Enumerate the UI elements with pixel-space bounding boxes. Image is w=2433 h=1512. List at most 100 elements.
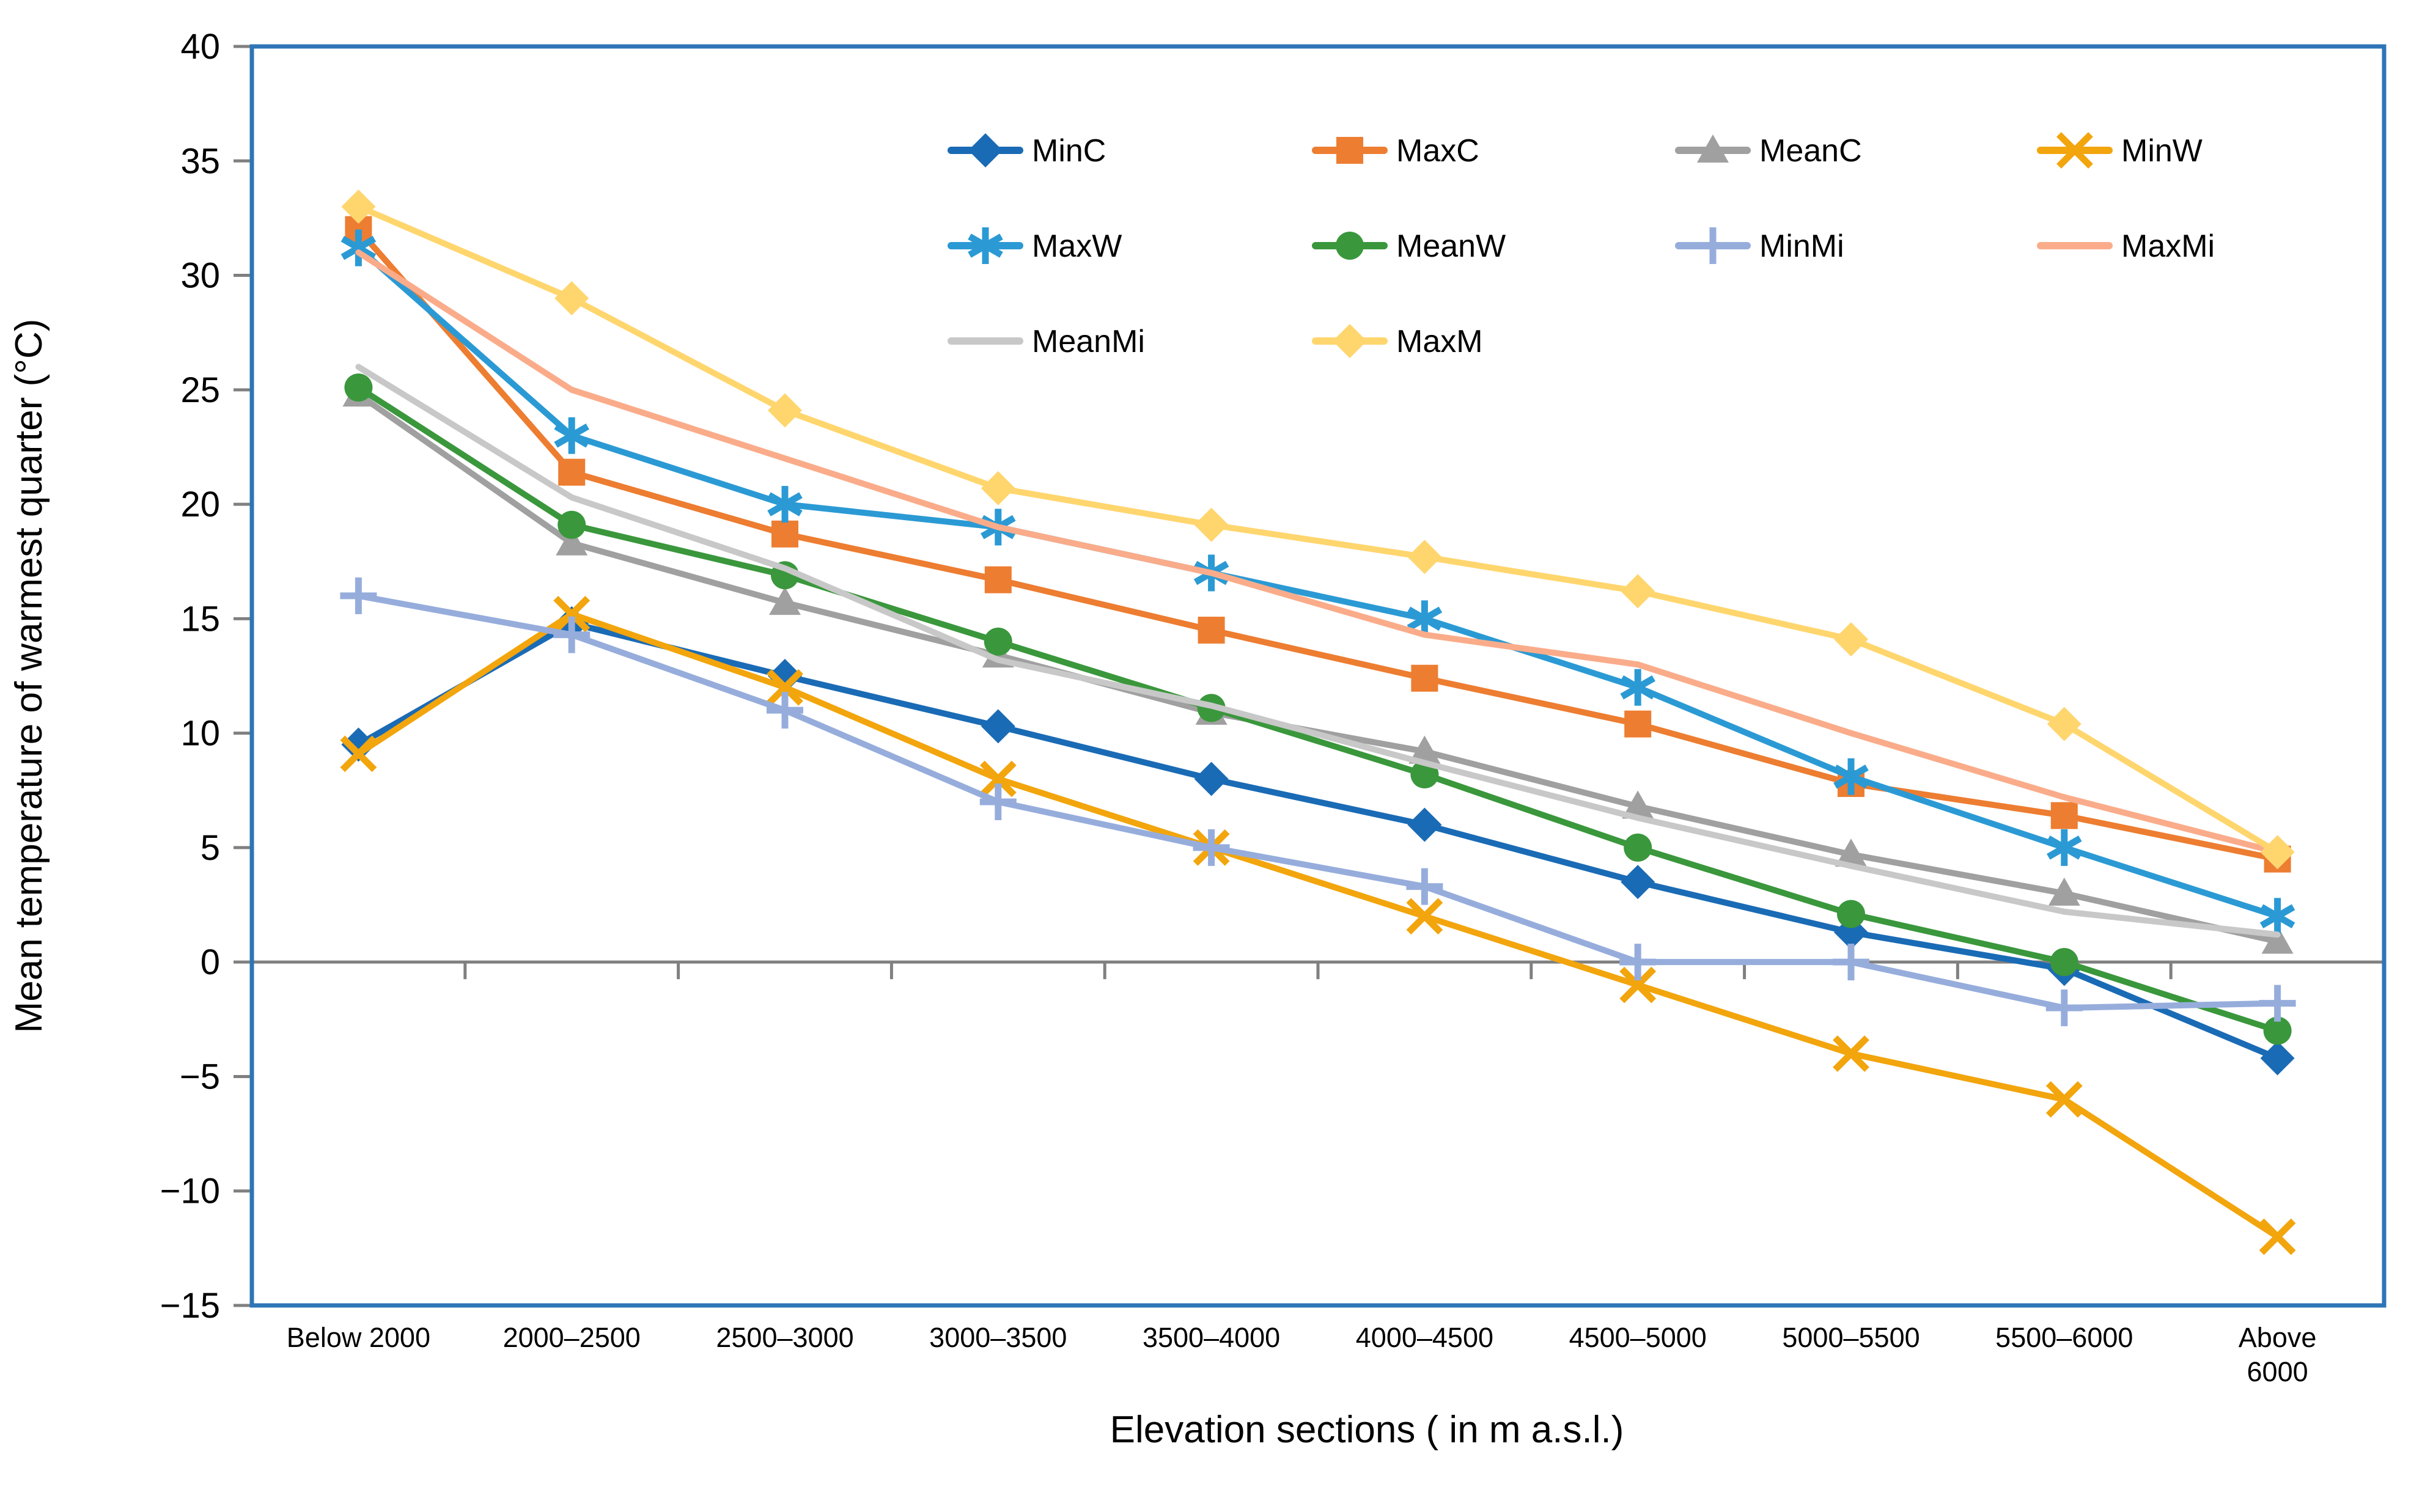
y-tick-label: 0 <box>201 942 220 982</box>
x-tick-label: 3000–3500 <box>929 1322 1067 1353</box>
marker-MaxM-9 <box>2260 835 2295 870</box>
x-tick-label: 6000 <box>2247 1356 2308 1387</box>
marker-MaxW-1 <box>554 417 589 454</box>
legend-label-MinW: MinW <box>2121 133 2203 169</box>
marker-MinMi-2 <box>767 692 803 729</box>
series-MaxW <box>340 229 2295 935</box>
marker-MaxC-1 <box>558 458 586 486</box>
marker-MaxC-4 <box>1198 617 1225 644</box>
marker-MeanW-0 <box>344 373 373 402</box>
marker-MinMi-1 <box>553 616 591 653</box>
legend-label-MeanW: MeanW <box>1396 229 1506 264</box>
legend: MinC MaxC MeanC MinW MaxW MeanW MinMi MaxMi Mean… <box>948 132 2215 359</box>
series-line-MeanMi <box>355 364 2281 938</box>
marker-MaxM-7 <box>1834 622 1868 657</box>
series-line-MaxW <box>355 244 2281 920</box>
series-line-MinW <box>355 611 2281 1240</box>
marker-MinMi-9 <box>2259 985 2296 1022</box>
x-tick-label: 4000–4500 <box>1356 1322 1493 1353</box>
legend-item-MaxM: MaxM <box>1312 324 1483 359</box>
legend-label-MaxMi: MaxMi <box>2121 229 2215 264</box>
marker-MinMi-0 <box>340 577 377 614</box>
plot-frame <box>249 44 2387 1308</box>
marker-MinC-3 <box>981 709 1015 744</box>
marker-MaxC-6 <box>1624 710 1652 738</box>
legend-label-MinC: MinC <box>1032 133 1106 169</box>
marker-legend-MinMi <box>1695 227 1731 264</box>
x-tick-label: 2000–2500 <box>503 1322 641 1353</box>
marker-MinW-9 <box>2259 1218 2296 1255</box>
x-axis-title: Elevation sections ( in m a.s.l.) <box>1110 1409 1624 1451</box>
legend-item-MinC: MinC <box>948 133 1106 169</box>
series-MaxM <box>341 189 2295 870</box>
marker-MinW-7 <box>1833 1035 1869 1072</box>
y-tick-label: 15 <box>180 599 220 639</box>
marker-MaxM-3 <box>981 471 1015 505</box>
marker-MaxC-3 <box>984 566 1012 593</box>
marker-legend-MeanW <box>1336 232 1364 260</box>
marker-MeanC-6 <box>1622 790 1654 819</box>
y-axis-title: Mean temperature of warmest quarter (°C) <box>8 319 50 1033</box>
marker-MeanW-3 <box>984 627 1012 656</box>
y-tick-label: 30 <box>180 256 220 296</box>
marker-MaxW-7 <box>1833 758 1869 795</box>
marker-MinW-1 <box>553 595 591 633</box>
marker-MaxW-6 <box>1620 669 1655 706</box>
legend-label-MeanC: MeanC <box>1759 133 1862 169</box>
y-tick-label: 10 <box>180 714 220 754</box>
marker-MeanC-8 <box>2048 877 2080 906</box>
marker-MinC-5 <box>1407 807 1442 842</box>
marker-MinC-4 <box>1194 762 1229 796</box>
legend-item-MinMi: MinMi <box>1675 227 1844 264</box>
marker-MinMi-4 <box>1193 829 1230 866</box>
marker-legend-MaxW <box>968 227 1003 264</box>
marker-legend-MinW <box>2056 132 2093 169</box>
legend-label-MaxM: MaxM <box>1396 324 1483 359</box>
x-tick-label: Below 2000 <box>287 1322 430 1353</box>
marker-MaxW-5 <box>1407 600 1443 637</box>
marker-MinW-0 <box>340 735 377 773</box>
x-tick-label: 5000–5500 <box>1782 1322 1920 1353</box>
series-line-MeanW <box>355 384 2281 1034</box>
marker-MinMi-3 <box>979 784 1017 820</box>
legend-item-MaxW: MaxW <box>948 227 1122 264</box>
marker-MaxW-9 <box>2259 898 2295 935</box>
y-tick-label: −10 <box>160 1172 220 1211</box>
legend-item-MinW: MinW <box>2037 132 2203 169</box>
marker-MaxM-4 <box>1194 507 1229 542</box>
marker-MeanC-1 <box>556 527 588 556</box>
x-tick-label: 2500–3000 <box>716 1322 853 1353</box>
marker-MinC-0 <box>341 727 376 762</box>
marker-legend-MaxC <box>1336 137 1363 164</box>
marker-MaxW-2 <box>767 486 803 523</box>
marker-legend-MinC <box>968 133 1003 167</box>
series-line-MaxC <box>355 226 2281 862</box>
marker-MeanW-7 <box>1837 900 1865 928</box>
legend-label-MaxW: MaxW <box>1032 229 1122 264</box>
legend-item-MaxMi: MaxMi <box>2037 229 2215 264</box>
marker-MaxW-0 <box>340 229 377 266</box>
legend-label-MeanMi: MeanMi <box>1032 324 1145 359</box>
series-MinMi <box>340 577 2296 1027</box>
marker-MinMi-8 <box>2045 989 2083 1027</box>
marker-MeanW-9 <box>2263 1016 2292 1045</box>
marker-MeanC-9 <box>2261 925 2294 954</box>
x-tick-label: 3500–4000 <box>1143 1322 1280 1353</box>
y-tick-label: 20 <box>180 485 220 524</box>
y-tick-label: 5 <box>201 828 220 868</box>
marker-MinC-9 <box>2260 1041 2295 1076</box>
marker-MinW-5 <box>1406 898 1443 935</box>
marker-MaxM-2 <box>768 393 802 428</box>
y-tick-label: 35 <box>180 141 220 181</box>
series-MinW <box>340 595 2296 1255</box>
marker-MeanW-8 <box>2050 948 2078 977</box>
marker-MaxM-0 <box>341 189 376 224</box>
series-line-MaxMi <box>355 249 2281 856</box>
marker-MinW-6 <box>1619 966 1657 1004</box>
series-line-MaxM <box>355 204 2281 856</box>
marker-MaxM-6 <box>1621 574 1655 609</box>
legend-label-MaxC: MaxC <box>1396 133 1479 169</box>
legend-item-MeanW: MeanW <box>1312 229 1506 264</box>
